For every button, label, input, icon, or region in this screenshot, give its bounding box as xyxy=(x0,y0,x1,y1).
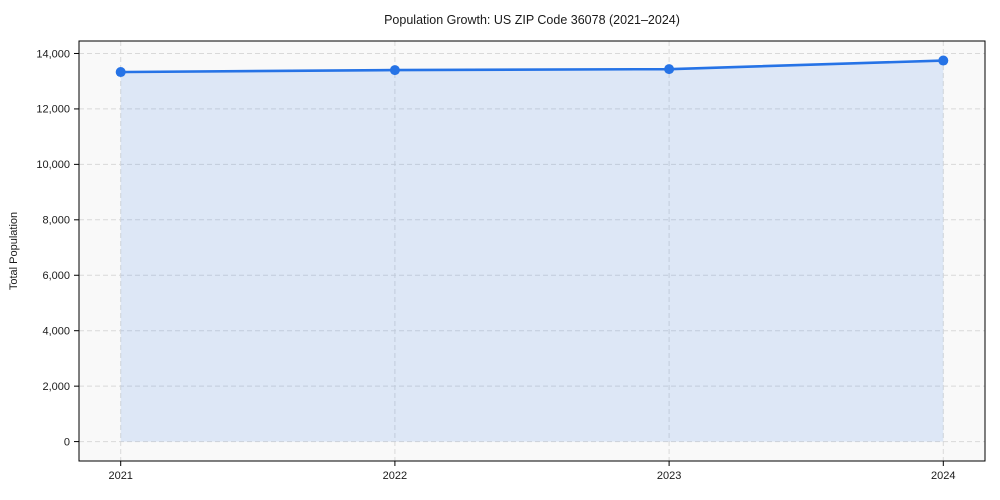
area-fill xyxy=(120,60,944,442)
x-tick-label: 2024 xyxy=(931,470,955,482)
y-tick-label: 10,000 xyxy=(36,159,70,171)
plot-area: 0 2,000 4,000 6,000 8,000 10,000 12,000 14,000 2… xyxy=(36,40,986,482)
y-tick-label: 8,000 xyxy=(42,215,70,227)
data-point-2022 xyxy=(389,65,400,76)
y-tick-label: 14,000 xyxy=(36,48,70,60)
x-tick-label: 2021 xyxy=(108,470,132,482)
data-point-2021 xyxy=(115,67,126,78)
data-point-2023 xyxy=(664,64,675,75)
y-tick-label: 12,000 xyxy=(36,104,70,116)
data-point-2024 xyxy=(938,55,949,66)
plot-background xyxy=(79,41,985,461)
trend-line xyxy=(119,59,945,74)
y-tick-label: 0 xyxy=(64,436,70,448)
chart-title: Population Growth: US ZIP Code 36078 (20… xyxy=(384,13,680,27)
y-tick-label: 4,000 xyxy=(42,326,70,338)
y-axis-label: Total Population xyxy=(8,212,20,290)
x-tick-label: 2023 xyxy=(657,470,681,482)
y-tick-label: 6,000 xyxy=(42,270,70,282)
x-tick-label: 2022 xyxy=(383,470,407,482)
y-tick-label: 2,000 xyxy=(42,381,70,393)
plot-frame xyxy=(78,40,986,462)
